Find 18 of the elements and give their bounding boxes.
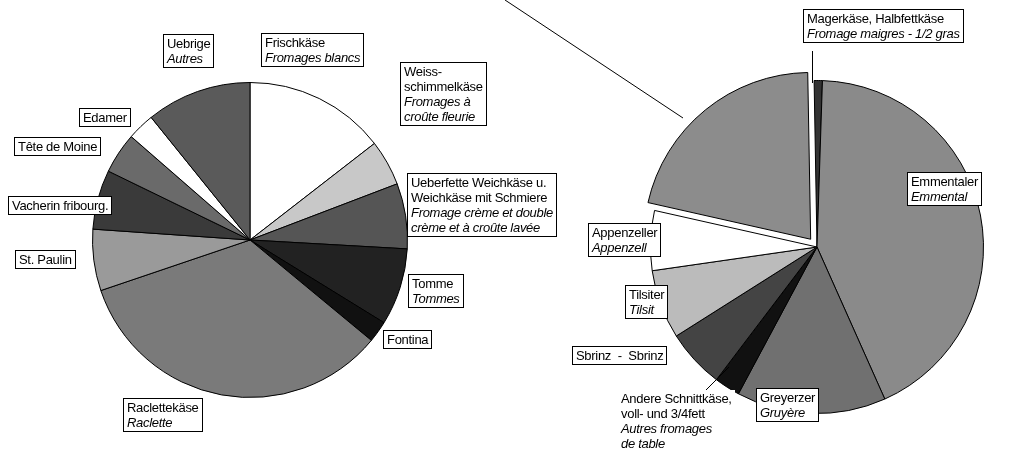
slice-label: Tilsiter Tilsit — [629, 287, 665, 317]
slice-label: Ueberfette Weichkäse u. Weichkäse mit Schmiere Fromage crème et double crème et à croûte lavée — [411, 175, 553, 235]
slice-label: Appenzeller Appenzell — [592, 225, 658, 255]
slice-label: Weiss- schimmelkäse Fromages à croûte fleurie — [404, 64, 483, 124]
slice-label: Tomme Tommes — [412, 276, 460, 306]
slice-label: Andere Schnittkäse, voll- und 3/4fett Autres fromages de table — [621, 391, 732, 451]
slice-label: Sbrinz - Sbrinz — [576, 348, 664, 363]
slice-label: Emmentaler Emmental — [911, 174, 979, 204]
slice-label: Fontina — [387, 332, 429, 347]
slice-label: St. Paulin — [19, 252, 72, 267]
slice-label: Greyerzer Gruyère — [760, 390, 816, 420]
slice-label: Frischkäse Fromages blancs — [265, 35, 361, 65]
slice-label: Raclettekäse Raclette — [127, 400, 199, 430]
slice-label: Vacherin fribourg. — [12, 198, 109, 213]
legend-label: Tête de Moine — [18, 139, 98, 154]
slice-label: Uebrige Autres — [167, 36, 211, 66]
slice-label: Magerkäse, Halbfettkäse Fromage maigres - 1/2 gras — [807, 11, 960, 41]
slice-label: Edamer — [83, 110, 127, 125]
